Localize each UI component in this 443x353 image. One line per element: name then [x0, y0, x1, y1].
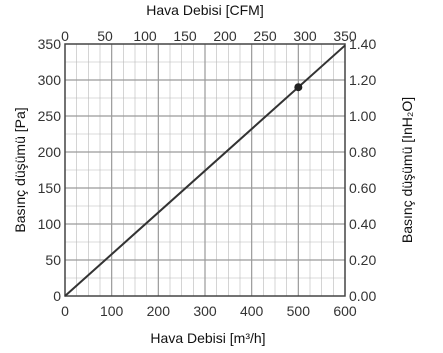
- x2-tick-label: 350: [333, 28, 357, 44]
- y-tick-label: 250: [38, 108, 62, 124]
- x-tick-label: 300: [193, 303, 217, 319]
- y2-tick-label: 0.00: [349, 288, 376, 304]
- y2-axis-title: Basınç düşümü [InH₂O]: [399, 97, 415, 243]
- x2-tick-label: 150: [173, 28, 197, 44]
- operating-point-marker: [294, 83, 303, 92]
- y-tick-label: 150: [38, 180, 62, 196]
- x-tick-label: 0: [61, 303, 69, 319]
- y-tick-labels: 0 50 100 150 200 250 300 350: [38, 36, 62, 304]
- series-layer: [64, 44, 346, 297]
- y2-tick-label: 1.00: [349, 108, 376, 124]
- y2-tick-label: 1.40: [349, 36, 376, 52]
- y2-tick-label: 1.20: [349, 72, 376, 88]
- y-tick-label: 0: [53, 288, 61, 304]
- x2-tick-label: 0: [61, 28, 69, 44]
- x-tick-label: 100: [100, 303, 124, 319]
- y2-tick-labels: 0.00 0.20 0.40 0.60 0.80 1.00 1.20 1.40: [349, 36, 376, 304]
- y-tick-label: 50: [45, 252, 61, 268]
- x-tick-labels: 0 100 200 300 400 500 600: [61, 303, 357, 319]
- y2-tick-label: 0.60: [349, 180, 376, 196]
- x2-tick-labels: 0 50 100 150 200 250 300 350: [61, 28, 357, 44]
- x2-axis-title: Hava Debisi [CFM]: [146, 2, 263, 18]
- x2-tick-label: 100: [133, 28, 157, 44]
- x2-tick-label: 50: [97, 28, 113, 44]
- y-tick-label: 100: [38, 216, 62, 232]
- y-tick-label: 200: [38, 144, 62, 160]
- y-axis-title: Basınç düşümü [Pa]: [12, 107, 28, 232]
- y2-tick-label: 0.80: [349, 144, 376, 160]
- x2-tick-label: 250: [253, 28, 277, 44]
- y2-tick-label: 0.20: [349, 252, 376, 268]
- plot-border: [64, 43, 346, 297]
- x-axis-title: Hava Debisi [m³/h]: [150, 330, 265, 346]
- x-tick-label: 400: [240, 303, 264, 319]
- x-tick-label: 500: [287, 303, 311, 319]
- y-tick-label: 350: [38, 36, 62, 52]
- x2-tick-label: 200: [213, 28, 237, 44]
- x-tick-label: 600: [333, 303, 357, 319]
- x-tick-label: 200: [147, 303, 171, 319]
- x2-tick-label: 300: [293, 28, 317, 44]
- y-tick-label: 300: [38, 72, 62, 88]
- y2-tick-label: 0.40: [349, 216, 376, 232]
